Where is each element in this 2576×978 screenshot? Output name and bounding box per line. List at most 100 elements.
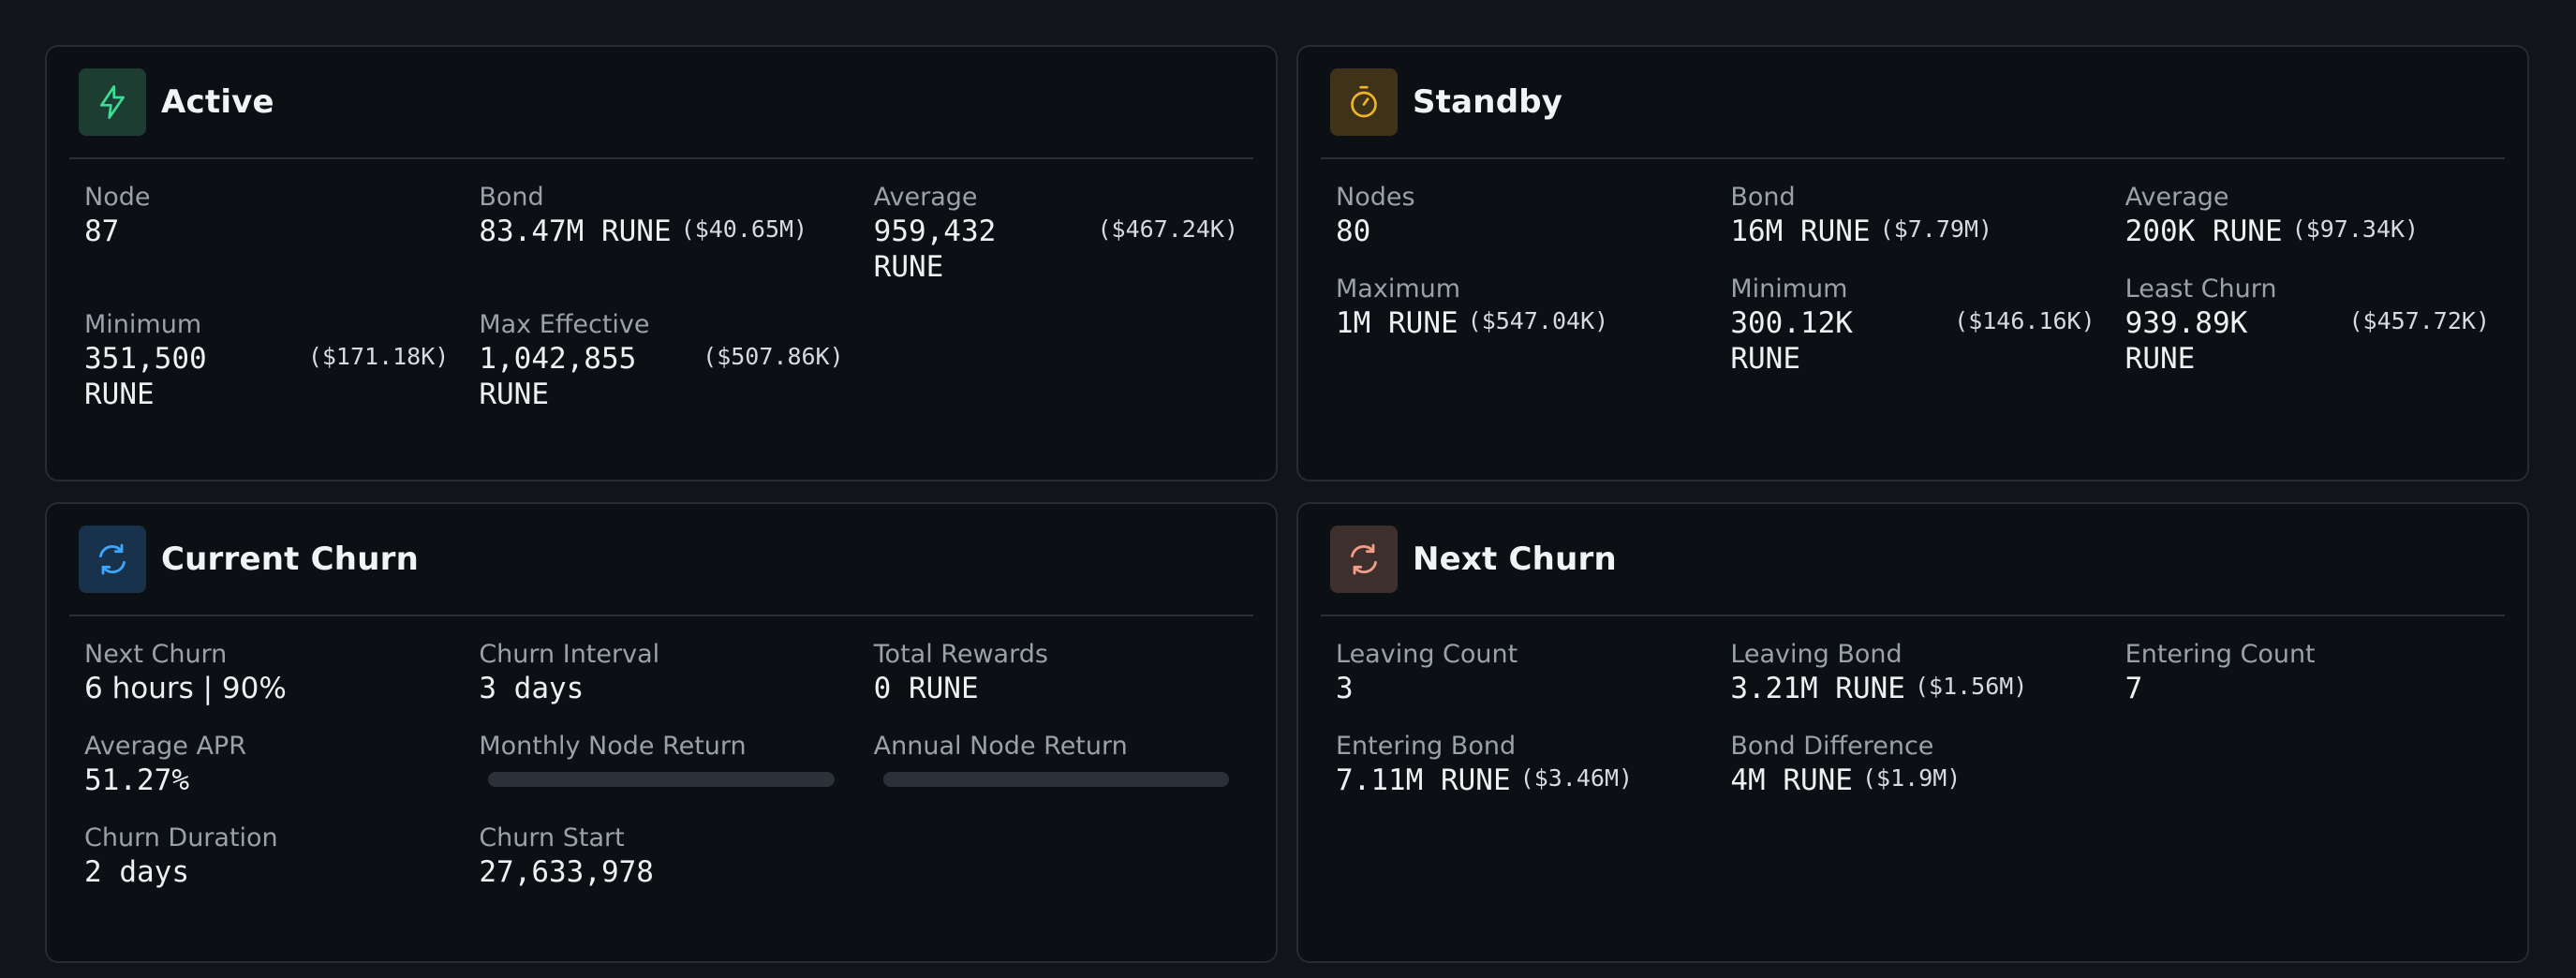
stat-label: Least Churn	[2124, 274, 2277, 304]
stat-usd: ($146.16K)	[1954, 307, 2095, 334]
stat-value: 6 hours | 90%	[84, 672, 287, 705]
stat-usd: ($40.65M)	[680, 215, 808, 243]
monthly-node-return-stat: Monthly Node Return	[479, 731, 843, 798]
churn-start-stat: Churn Start 27,633,978	[479, 822, 843, 890]
current-churn-card-header: Current Churn	[69, 504, 1253, 616]
standby-average-stat: Average 200K RUNE ($97.34K)	[2125, 182, 2490, 249]
stat-value: 300.12K	[1730, 306, 1853, 340]
stat-label: Leaving Bond	[1730, 640, 1902, 669]
stat-usd: ($467.24K)	[1097, 215, 1238, 243]
stat-label: Entering Count	[2124, 640, 2316, 669]
stat-value-unit: RUNE	[2124, 342, 2196, 376]
next-churn-stat: Next Churn 6 hours | 90%	[84, 639, 449, 706]
leaving-count-stat: Leaving Count 3	[1336, 639, 1700, 706]
stat-label: Entering Bond	[1336, 732, 1517, 761]
stat-label: Minimum	[84, 310, 202, 339]
stat-value: 83.47M RUNE	[479, 215, 672, 248]
next-churn-title: Next Churn	[1413, 541, 1617, 578]
refresh-icon	[79, 526, 146, 593]
stat-value: 3	[1336, 672, 1354, 705]
standby-stats: Nodes 80 Bond 16M RUNE ($7.79M) Average …	[1336, 182, 2490, 377]
loading-bar	[882, 772, 1229, 787]
average-apr-stat: Average APR 51.27%	[84, 731, 449, 798]
churn-interval-stat: Churn Interval 3 days	[479, 639, 843, 706]
churn-duration-stat: Churn Duration 2 days	[84, 822, 449, 890]
stat-value: 4M RUNE	[1730, 763, 1853, 797]
standby-minimum-stat: Minimum 300.12K RUNE ($146.16K)	[1730, 274, 2095, 377]
stat-usd: ($3.46M)	[1519, 764, 1634, 792]
stat-label: Churn Interval	[479, 640, 660, 669]
current-churn-card: Current Churn Next Churn 6 hours | 90% C…	[45, 502, 1278, 963]
stat-label: Bond	[479, 183, 544, 212]
active-max-effective-stat: Max Effective 1,042,855 RUNE ($507.86K)	[479, 309, 843, 412]
stat-value: 3 days	[479, 672, 585, 705]
active-title: Active	[161, 83, 274, 121]
stat-value-unit: RUNE	[479, 378, 549, 411]
next-churn-stats: Leaving Count 3 Leaving Bond 3.21M RUNE …	[1336, 639, 2490, 798]
stat-label: Minimum	[1730, 274, 1848, 304]
stat-label: Total Rewards	[873, 640, 1048, 669]
stat-value: 200K RUNE	[2124, 215, 2283, 248]
stat-value: 27,633,978	[479, 855, 654, 889]
standby-card-header: Standby	[1321, 47, 2505, 159]
stat-value: 7	[2124, 672, 2143, 705]
standby-nodes-stat: Nodes 80	[1336, 182, 1700, 249]
current-churn-stats: Next Churn 6 hours | 90% Churn Interval …	[84, 639, 1238, 890]
stat-label: Node	[84, 183, 151, 212]
stat-value: 51.27%	[84, 763, 189, 797]
dashboard-grid: Active Node 87 Bond 83.47M RUNE ($40.65M…	[45, 45, 2529, 963]
stat-value: 16M RUNE	[1730, 215, 1871, 248]
standby-bond-stat: Bond 16M RUNE ($7.79M)	[1730, 182, 2095, 249]
annual-node-return-stat: Annual Node Return	[874, 731, 1238, 798]
stat-value: 1,042,855	[479, 342, 637, 376]
stat-value: 351,500	[84, 342, 207, 376]
stat-value: 80	[1336, 215, 1371, 248]
stat-label: Average	[873, 183, 978, 212]
active-stats: Node 87 Bond 83.47M RUNE ($40.65M) Avera…	[84, 182, 1238, 412]
stat-usd: ($507.86K)	[703, 343, 844, 370]
active-card-header: Active	[69, 47, 1253, 159]
stat-value: 0 RUNE	[873, 672, 979, 705]
stat-value-unit: RUNE	[84, 378, 155, 411]
stat-label: Average	[2124, 183, 2229, 212]
stat-usd: ($1.9M)	[1861, 764, 1962, 792]
stat-value: 87	[84, 215, 120, 248]
stat-usd: ($7.79M)	[1879, 215, 1993, 243]
stat-value-unit: RUNE	[873, 250, 944, 284]
active-average-stat: Average 959,432 RUNE ($467.24K)	[874, 182, 1238, 285]
refresh-icon	[1330, 526, 1398, 593]
stat-label: Churn Start	[479, 823, 625, 852]
total-rewards-stat: Total Rewards 0 RUNE	[874, 639, 1238, 706]
standby-title: Standby	[1413, 83, 1563, 121]
stat-usd: ($97.34K)	[2291, 215, 2420, 243]
next-churn-card: Next Churn Leaving Count 3 Leaving Bond …	[1296, 502, 2529, 963]
stat-label: Maximum	[1336, 274, 1461, 304]
standby-maximum-stat: Maximum 1M RUNE ($547.04K)	[1336, 274, 1700, 377]
stat-value: 939.89K	[2124, 306, 2248, 340]
stat-value-unit: RUNE	[1730, 342, 1800, 376]
stat-value: 7.11M RUNE	[1336, 763, 1511, 797]
standby-least-churn-stat: Least Churn 939.89K RUNE ($457.72K)	[2125, 274, 2490, 377]
stat-label: Nodes	[1336, 183, 1415, 212]
active-node-stat: Node 87	[84, 182, 449, 285]
stat-label: Bond Difference	[1730, 732, 1934, 761]
stat-value: 3.21M RUNE	[1730, 672, 1905, 705]
stat-usd: ($457.72K)	[2348, 307, 2490, 334]
bond-difference-stat: Bond Difference 4M RUNE ($1.9M)	[1730, 731, 2095, 798]
stat-label: Bond	[1730, 183, 1796, 212]
stat-value: 2 days	[84, 855, 189, 889]
loading-bar	[488, 772, 835, 787]
stat-label: Monthly Node Return	[479, 732, 747, 761]
stopwatch-icon	[1330, 68, 1398, 136]
leaving-bond-stat: Leaving Bond 3.21M RUNE ($1.56M)	[1730, 639, 2095, 706]
stat-label: Average APR	[84, 732, 246, 761]
next-churn-card-header: Next Churn	[1321, 504, 2505, 616]
stat-usd: ($171.18K)	[307, 343, 450, 370]
stat-label: Next Churn	[84, 640, 228, 669]
stat-value: 959,432	[873, 215, 997, 248]
entering-bond-stat: Entering Bond 7.11M RUNE ($3.46M)	[1336, 731, 1700, 798]
stat-label: Max Effective	[479, 310, 650, 339]
stat-usd: ($1.56M)	[1914, 673, 2028, 700]
stat-value: 1M RUNE	[1336, 306, 1458, 340]
active-minimum-stat: Minimum 351,500 RUNE ($171.18K)	[84, 309, 449, 412]
